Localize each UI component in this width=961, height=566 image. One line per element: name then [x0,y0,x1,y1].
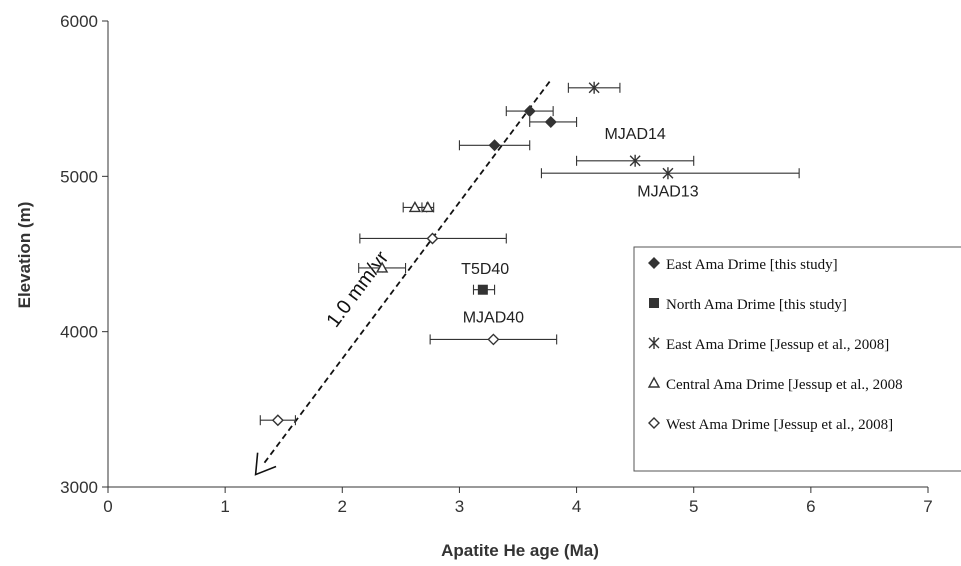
legend-marker [648,257,660,269]
y-axis-title: Elevation (m) [15,202,34,309]
x-tick-label: 3 [455,497,464,516]
point-annotation: T5D40 [461,261,509,278]
legend-marker [647,376,661,388]
data-point [477,284,488,295]
y-tick-label: 5000 [60,167,98,186]
x-tick-label: 1 [220,497,229,516]
series-2 [540,81,800,180]
data-point [629,154,641,167]
data-point [375,261,389,273]
trend-arrowhead [254,452,277,476]
data-point [488,139,501,152]
annotations: MJAD14 MJAD13 T5D40 MJAD40 [461,126,699,326]
legend-box [633,246,961,472]
data-point [408,200,422,213]
data-point [588,81,600,94]
legend-entry: Central Ama Drime [Jessup et al., 2008 [666,377,903,393]
series-4 [259,232,558,427]
series-0 [458,105,578,152]
axes: 0 1 2 3 4 5 6 7 3000 4000 5000 6000 [60,12,933,516]
x-tick-label: 7 [923,497,932,516]
data-point [271,414,284,427]
x-tick-label: 5 [689,497,698,516]
x-axis-title: Apatite He age (Ma) [441,541,599,560]
legend-entry: East Ama Drime [this study] [666,257,838,273]
y-tick-label: 4000 [60,323,98,342]
data-point [662,167,674,180]
data-point [523,105,536,118]
series-1 [472,284,496,295]
x-tick-label: 0 [103,497,112,516]
data-point [421,200,434,213]
legend-entry: East Ama Drime [Jessup et al., 2008] [666,337,889,353]
x-tick-label: 4 [572,497,581,516]
y-tick-label: 6000 [60,12,98,31]
legend-entry: North Ama Drime [this study] [666,297,847,313]
point-annotation: MJAD13 [637,184,698,201]
legend-marker [648,417,660,429]
trend-line-label: 1.0 mm/yr [322,247,393,332]
point-annotation: MJAD14 [604,126,665,143]
x-tick-label: 2 [338,497,347,516]
x-tick-label: 6 [806,497,815,516]
legend-entry: West Ama Drime [Jessup et al., 2008] [666,417,893,433]
data-point [544,115,557,128]
data-point [487,333,500,346]
data-point [426,232,439,245]
legend-marker [649,298,659,308]
legend-marker [648,337,660,349]
legend: East Ama Drime [this study] North Ama Dri… [633,246,961,472]
series-3 [358,200,435,273]
y-tick-label: 3000 [60,478,98,497]
point-annotation: MJAD40 [463,309,524,326]
data-points [259,81,800,427]
